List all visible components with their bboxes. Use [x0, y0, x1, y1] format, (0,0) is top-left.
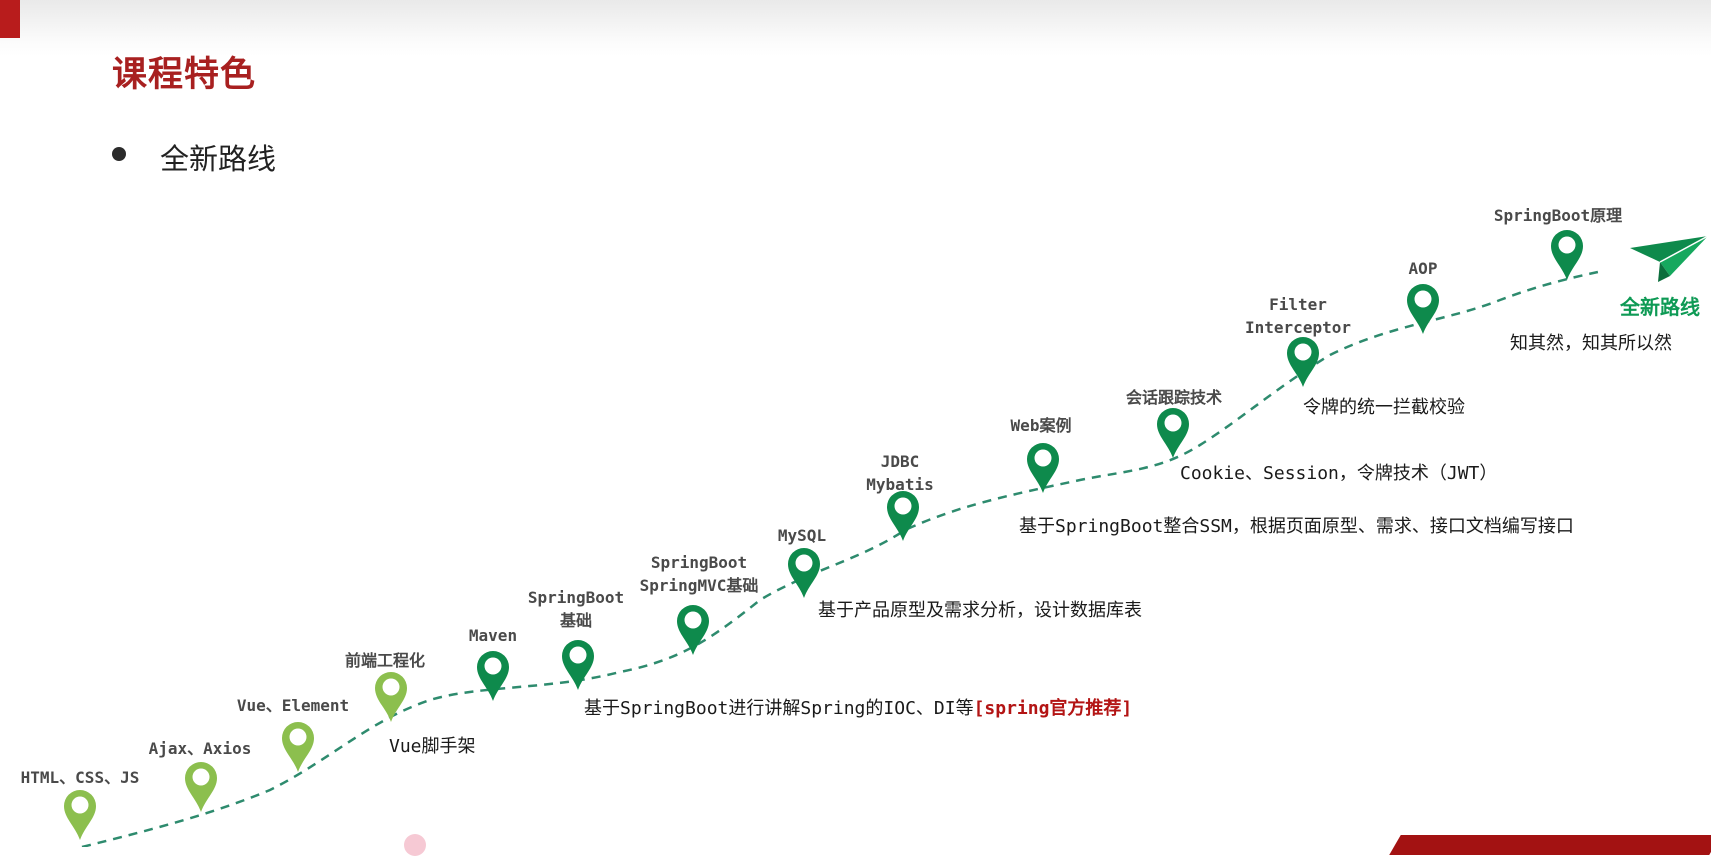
stage-label: Web案例: [1011, 416, 1072, 435]
stage-label-line: 会话跟踪技术: [1126, 388, 1222, 407]
desc-springboot-ioc-text: 基于SpringBoot进行讲解Spring的IOC、DI等: [584, 698, 974, 719]
desc-springboot-ioc: 基于SpringBoot进行讲解Spring的IOC、DI等[spring官方推…: [584, 697, 1132, 719]
stage-labels: HTML、CSS、JS Ajax、Axios Vue、Element 前端工程化 Mav…: [21, 206, 1623, 787]
stage-label: SpringBoot SpringMVC基础: [640, 553, 759, 595]
route-dashed-path: [81, 270, 1599, 847]
stage-label-line: SpringBoot: [528, 588, 624, 607]
stage-label-line: Web案例: [1011, 416, 1072, 435]
stage-label: HTML、CSS、JS: [21, 768, 140, 787]
stage-label: Maven: [469, 626, 517, 645]
map-pin-icon: [185, 762, 217, 812]
map-pin-icon: [1407, 284, 1439, 334]
stage-label-line: Filter: [1269, 295, 1327, 314]
stage-label: MySQL: [778, 526, 826, 545]
stage-label-line: AOP: [1409, 259, 1438, 278]
decorative-blob: [404, 834, 426, 856]
stage-label-line: Ajax、Axios: [149, 739, 252, 758]
stage-label: Ajax、Axios: [149, 739, 252, 758]
stage-label-line: JDBC: [881, 452, 920, 471]
stage-label-line: Interceptor: [1245, 318, 1351, 337]
stage-label: Filter Interceptor: [1245, 295, 1351, 337]
map-pin-icon: [1287, 337, 1319, 387]
map-pin-icon: [562, 640, 594, 690]
stage-label-line: 前端工程化: [345, 651, 425, 670]
stage-label-line: SpringBoot: [651, 553, 747, 572]
map-pin-icon: [1027, 443, 1059, 493]
map-pin-icon: [788, 548, 820, 598]
slide-corner-accent: [0, 0, 20, 38]
route-name: 全新路线: [1619, 295, 1700, 319]
slide-title: 课程特色: [112, 55, 257, 95]
map-pin-icon: [677, 605, 709, 655]
stage-label: JDBC Mybatis: [866, 452, 933, 494]
map-pin-icon: [887, 491, 919, 541]
bullet-item: 全新路线: [160, 142, 277, 176]
desc-ssm-integration: 基于SpringBoot整合SSM，根据页面原型、需求、接口文档编写接口: [1019, 516, 1574, 537]
map-pin-icon: [477, 651, 509, 701]
stage-pins: [64, 230, 1583, 840]
stage-label: Vue、Element: [237, 696, 349, 715]
stage-label-line: MySQL: [778, 526, 826, 545]
map-pin-icon: [1551, 230, 1583, 280]
stage-label-line: Mybatis: [866, 475, 933, 494]
desc-session-jwt: Cookie、Session，令牌技术（JWT）: [1180, 463, 1497, 484]
stage-label: 会话跟踪技术: [1126, 388, 1222, 407]
stage-label-line: 基础: [559, 611, 592, 630]
desc-database-design: 基于产品原型及需求分析，设计数据库表: [818, 600, 1142, 621]
desc-vue-scaffold: Vue脚手架: [389, 736, 476, 757]
route-tagline: 知其然，知其所以然: [1510, 333, 1672, 354]
stage-label: AOP: [1409, 259, 1438, 278]
stage-label-line: Vue、Element: [237, 696, 349, 715]
stage-label: SpringBoot原理: [1494, 206, 1622, 225]
map-pin-icon: [375, 672, 407, 722]
slide-top-bar: [0, 0, 1711, 56]
stage-label-line: Maven: [469, 626, 517, 645]
bullet-dot-icon: [112, 147, 126, 161]
bottom-banner: [1389, 835, 1711, 855]
paper-plane-icon: [1630, 235, 1709, 282]
desc-highlight-official: [spring官方推荐]: [974, 697, 1133, 719]
map-pin-icon: [1157, 408, 1189, 458]
stage-label: 前端工程化: [345, 651, 425, 670]
stage-label-line: SpringMVC基础: [640, 576, 759, 595]
map-pin-icon: [282, 722, 314, 772]
stage-label-line: SpringBoot原理: [1494, 206, 1622, 225]
map-pin-icon: [64, 790, 96, 840]
desc-token-intercept: 令牌的统一拦截校验: [1303, 397, 1465, 418]
stage-label-line: HTML、CSS、JS: [21, 768, 140, 787]
stage-label: SpringBoot 基础: [528, 588, 624, 630]
